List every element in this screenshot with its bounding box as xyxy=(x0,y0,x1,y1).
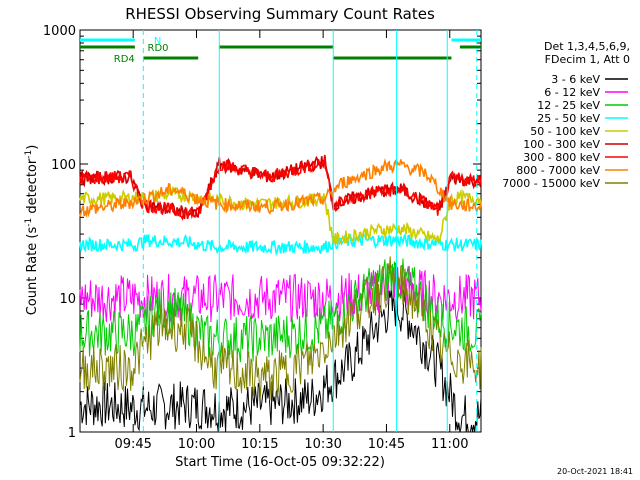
x-tick-label: 09:45 xyxy=(114,437,151,452)
legend-label: 12 - 25 keV xyxy=(537,99,600,112)
legend-label: 7000 - 15000 keV xyxy=(502,177,600,190)
y-tick-label: 1000 xyxy=(43,24,76,39)
series-line xyxy=(79,158,482,219)
legend-label: 300 - 800 keV xyxy=(523,151,600,164)
legend-label: 800 - 7000 keV xyxy=(516,164,600,177)
legend-label: 3 - 6 keV xyxy=(551,73,600,86)
flag-label-n: N xyxy=(154,36,161,47)
x-tick-label: 10:30 xyxy=(304,437,341,452)
series-line xyxy=(79,286,482,433)
y-label-end: ) xyxy=(25,145,40,150)
legend-label: 25 - 50 keV xyxy=(537,112,600,125)
x-axis-label: Start Time (16-Oct-05 09:32:22) xyxy=(175,455,385,470)
y-axis-label: Count Rate (s-1 detector-1) xyxy=(24,145,40,316)
x-tick-label: 10:45 xyxy=(368,437,405,452)
series-line xyxy=(79,258,482,363)
flag-label-rd0: RD0 xyxy=(148,43,169,54)
y-tick-label: 10 xyxy=(59,292,76,307)
plot-frame xyxy=(79,29,482,433)
chart-title: RHESSI Observing Summary Count Rates xyxy=(125,5,435,23)
axis-ticks: 09:45 10:00 10:15 10:30 10:45 11:00 1 10 100 1000 xyxy=(43,24,481,452)
footer-timestamp: 20-Oct-2021 18:41 xyxy=(557,467,633,476)
x-tick-label: 11:00 xyxy=(431,437,468,452)
series-line xyxy=(79,256,482,401)
y-tick-label: 1 xyxy=(68,426,76,441)
series-lines xyxy=(79,154,482,433)
x-tick-label: 10:00 xyxy=(178,437,215,452)
legend-header-line2: FDecim 1, Att 0 xyxy=(545,53,630,66)
y-label-mid: detector xyxy=(25,158,40,218)
legend-label: 50 - 100 keV xyxy=(530,125,600,138)
legend-label: 100 - 300 keV xyxy=(523,138,600,151)
flag-label-rd4: RD4 xyxy=(114,54,135,65)
y-tick-label: 100 xyxy=(51,158,76,173)
y-label-sup1: -1 xyxy=(24,218,34,227)
y-label-sup2: -1 xyxy=(24,150,34,159)
legend-label: 6 - 12 keV xyxy=(544,86,600,99)
series-line xyxy=(79,233,482,256)
legend-header-line1: Det 1,3,4,5,6,9, xyxy=(544,40,630,53)
y-label-base: Count Rate (s xyxy=(25,227,40,316)
x-tick-label: 10:15 xyxy=(241,437,278,452)
